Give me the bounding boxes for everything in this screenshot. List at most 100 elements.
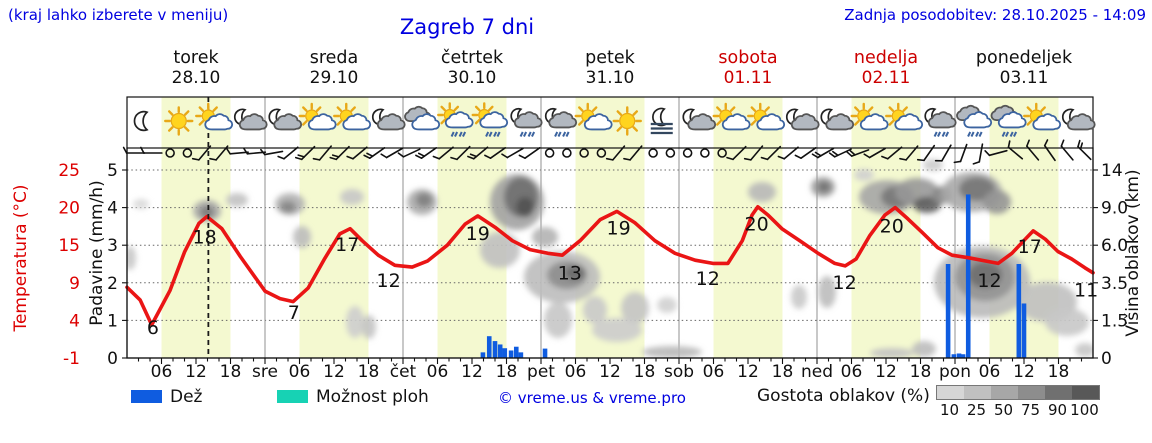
wind-barb [777, 146, 799, 160]
x-tick-label: 18 [772, 362, 794, 382]
x-tick-label: čet [390, 362, 417, 382]
temp-tick-label: 4 [69, 311, 80, 331]
wind-barb [682, 148, 693, 158]
cloud-blob [127, 246, 136, 270]
cloud-density-gradient [936, 385, 1100, 400]
weather-icon-sun-cloud [1023, 102, 1062, 131]
cloud-blob [362, 315, 376, 339]
temperature-label: 6 [147, 317, 159, 339]
wind-barb [700, 148, 710, 158]
cloud-density-layer [127, 159, 1093, 358]
day-date: 02.11 [861, 68, 911, 88]
rain-bar [480, 352, 486, 358]
cloud-density-scale-value: 25 [966, 401, 987, 419]
x-tick-label: sre [252, 362, 278, 382]
temperature-label: 18 [193, 227, 217, 249]
day-date: 31.10 [585, 68, 635, 88]
cloud-blob [416, 193, 432, 207]
wind-barb [811, 147, 835, 159]
cloud-blob [200, 206, 214, 218]
cloud-height-tick-label: 14 [1101, 161, 1123, 181]
rain-bar [960, 354, 966, 358]
temperature-label: 7 [288, 302, 300, 324]
wind-barb [209, 145, 229, 161]
cloud-density-scale-value: 100 [1070, 401, 1099, 419]
wind-barb [1077, 139, 1092, 161]
cloud-blob [1075, 343, 1093, 357]
day-date: 01.11 [723, 68, 773, 88]
weather-icon-moon-cloud [682, 108, 717, 131]
wind-barb [605, 145, 626, 161]
wind-barb [294, 145, 316, 161]
temp-tick-label: 15 [58, 236, 80, 256]
wind-barb [828, 148, 852, 158]
rain-bar [965, 194, 971, 358]
day-date: 29.10 [309, 68, 359, 88]
cloud-blob [818, 182, 830, 192]
wind-barb [501, 147, 524, 159]
temperature-label: 12 [977, 270, 1001, 292]
wind-barb [972, 143, 984, 165]
wind-barb [1043, 139, 1056, 162]
cloud-blob [532, 227, 558, 247]
wind-barb [122, 146, 146, 154]
cloud-blob [583, 296, 607, 324]
last-update-label: Zadnja posodobitev: 28.10.2025 - 14:09 [844, 6, 1146, 24]
rain-bar [486, 336, 492, 358]
wind-barb [953, 143, 968, 164]
x-tick-label: ned [801, 362, 833, 382]
x-tick-label: 06 [703, 362, 725, 382]
wind-barb [846, 149, 870, 157]
wind-barb [934, 144, 952, 162]
weather-icon-sun-cloud [298, 102, 337, 131]
wind-barb [140, 146, 163, 154]
cloud-density-scale-value: 50 [993, 401, 1014, 419]
showers-legend-swatch [277, 390, 308, 403]
cloud-density-swatch [991, 386, 1018, 399]
cloud-blob [642, 346, 702, 358]
wind-barb [916, 144, 936, 162]
temperature-label: 20 [745, 214, 769, 236]
wind-barb [899, 145, 919, 161]
precip-tick-label: 2 [107, 274, 118, 294]
weather-icon-sun-cloud [195, 102, 234, 131]
weather-icon-moon [133, 110, 149, 132]
temp-tick-label: 25 [58, 161, 80, 181]
day-name: sreda [309, 48, 359, 68]
wind-barb [579, 148, 589, 158]
weather-icon-moon-cloud [785, 108, 820, 131]
cloud-density-swatch [937, 386, 964, 399]
x-tick-label: 06 [565, 362, 587, 382]
cloud-blob [913, 197, 941, 213]
cloud-blob [293, 226, 311, 248]
cloud-blob [226, 193, 248, 207]
x-tick-label: 18 [634, 362, 656, 382]
cloud-height-tick-label: 9.0 [1101, 199, 1128, 219]
copyright-link[interactable]: © vreme.us & vreme.pro [498, 389, 686, 407]
day-name: petek [585, 48, 635, 68]
temp-tick-label: 9 [69, 274, 80, 294]
temperature-label: 19 [466, 223, 490, 245]
rain-bar [518, 352, 524, 358]
precip-tick-label: 3 [107, 236, 118, 256]
cloud-blob [565, 266, 585, 280]
cloud-density-swatch [1018, 386, 1045, 399]
temperature-axis-title: Temperatura (°C) [11, 184, 31, 332]
x-tick-label: 12 [1013, 362, 1035, 382]
cloud-blob [748, 182, 776, 202]
cloud-density-legend-label: Gostota oblakov (%) [757, 386, 930, 406]
wind-barb [623, 145, 643, 161]
x-tick-label: 06 [979, 362, 1001, 382]
cloud-height-tick-label: 3.5 [1101, 274, 1128, 294]
day-name: ponedeljek [975, 48, 1073, 68]
temperature-label: 12 [833, 272, 857, 294]
weather-icon-moon-rain [544, 107, 578, 137]
rain-bar [542, 348, 548, 358]
day-date: 30.10 [447, 68, 497, 88]
rain-legend-swatch [131, 390, 162, 403]
weather-icon-sun [612, 106, 642, 136]
precipitation-axis-title: Padavine (mm/h) [87, 180, 107, 326]
page-title: Zagreb 7 dni [399, 15, 535, 39]
wind-barb [596, 148, 607, 158]
weather-icon-moon-cloud [820, 108, 855, 131]
